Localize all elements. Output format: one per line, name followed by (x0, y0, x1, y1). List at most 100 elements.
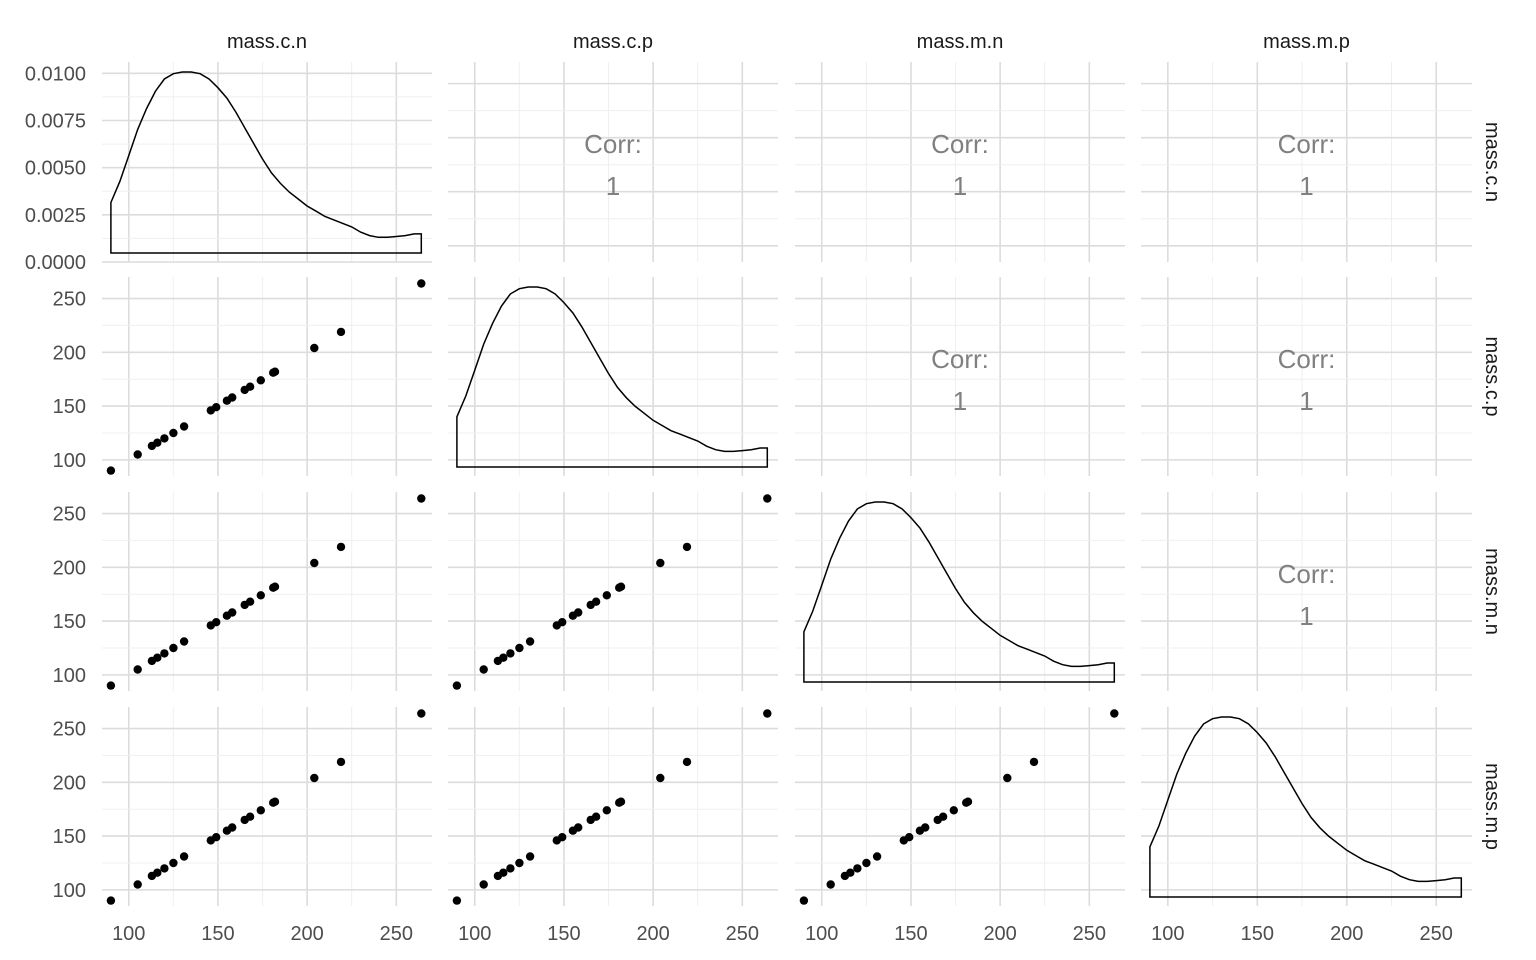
scatter-point-r3c2-1 (479, 665, 488, 674)
scatter-point-r2c1-17 (336, 327, 346, 337)
row-strip-label: mass.c.p (1481, 336, 1503, 416)
x-tick-label: 250 (726, 923, 759, 945)
x-tick-label: 150 (547, 923, 580, 945)
scatter-point-r4c3-15 (963, 797, 973, 806)
scatter-point-r3c1-1 (133, 665, 142, 674)
scatter-point-r4c1-10 (228, 823, 237, 832)
scatter-point-r3c2-6 (525, 637, 535, 646)
x-tick-label: 100 (805, 923, 838, 945)
scatter-point-r4c1-13 (256, 806, 265, 815)
scatter-point-r4c3-18 (1110, 709, 1119, 718)
scatter-point-r4c1-15 (270, 797, 280, 806)
corr-label-r1c3: Corr: (931, 129, 989, 159)
scatter-point-r3c2-13 (602, 591, 611, 600)
corr-value-r1c3: 1 (953, 171, 967, 201)
scatter-point-r2c1-12 (245, 382, 255, 391)
scatter-point-r3c2-8 (558, 618, 567, 627)
scatter-point-r4c2-13 (602, 806, 611, 815)
scatter-point-r2c1-0 (106, 466, 116, 475)
y-tick-label-density: 0.0100 (25, 63, 86, 85)
scatter-point-r3c1-4 (160, 649, 169, 658)
corr-value-r1c2: 1 (606, 171, 620, 201)
density-curve-mass.m.n (803, 501, 1116, 683)
scatter-point-r4c3-8 (905, 833, 914, 842)
scatter-point-r4c3-12 (938, 812, 948, 821)
x-tick-label: 200 (1330, 923, 1363, 945)
corr-label-r2c4: Corr: (1278, 344, 1336, 374)
column-strip-label: mass.c.p (573, 31, 653, 53)
scatter-point-r3c2-4 (506, 649, 515, 658)
scatter-point-r2c1-15 (270, 367, 280, 376)
scatter-point-r3c2-15 (616, 582, 626, 591)
scatter-point-r3c2-10 (574, 608, 583, 617)
scatter-point-r3c1-8 (212, 618, 221, 627)
x-tick-label: 200 (983, 923, 1016, 945)
scatter-point-r2c1-18 (417, 279, 426, 288)
scatter-point-r3c1-3 (153, 653, 162, 662)
scatter-point-r4c3-10 (921, 823, 930, 832)
scatter-point-r4c3-17 (1029, 757, 1039, 767)
scatter-point-r4c2-18 (763, 709, 772, 718)
corr-label-r3c4: Corr: (1278, 559, 1336, 589)
scatter-point-r4c3-0 (799, 896, 809, 905)
scatter-point-r3c2-12 (591, 597, 601, 606)
scatter-point-r4c3-1 (826, 880, 835, 889)
scatter-point-r4c1-17 (336, 757, 346, 767)
scatter-point-r4c2-16 (656, 773, 665, 783)
scatter-point-r4c1-3 (153, 868, 162, 877)
scatter-point-r3c2-18 (763, 494, 772, 503)
scatter-point-r4c2-12 (591, 812, 601, 821)
x-tick-label: 250 (1073, 923, 1106, 945)
scatter-point-r3c1-18 (417, 494, 426, 503)
scatter-point-r3c1-0 (106, 681, 116, 690)
scatter-point-r3c1-17 (336, 542, 346, 552)
row-strip-label: mass.m.p (1481, 763, 1503, 850)
scatter-point-r3c2-5 (515, 643, 524, 653)
scatter-point-r4c2-10 (574, 823, 583, 832)
y-tick-label-density: 0.0000 (25, 252, 86, 274)
row-strip-label: mass.c.n (1481, 122, 1503, 202)
scatter-point-r4c3-3 (846, 868, 855, 877)
x-tick-label: 150 (201, 923, 234, 945)
scatter-point-r4c2-0 (452, 896, 462, 905)
scatter-point-r2c1-8 (212, 403, 221, 412)
scatter-point-r4c1-18 (417, 709, 426, 718)
scatter-point-r3c1-12 (245, 597, 255, 606)
scatter-point-r3c1-10 (228, 608, 237, 617)
x-tick-label: 150 (1241, 923, 1274, 945)
column-strip-label: mass.m.n (917, 31, 1004, 53)
scatter-point-r3c2-0 (452, 681, 462, 690)
y-tick-label: 150 (53, 826, 86, 848)
scatter-point-r3c1-16 (310, 558, 319, 568)
scatter-point-r4c2-5 (515, 858, 524, 868)
scatter-point-r4c2-15 (616, 797, 626, 806)
y-tick-label: 100 (53, 450, 86, 472)
y-tick-label: 250 (53, 289, 86, 311)
y-tick-label: 150 (53, 396, 86, 418)
scatter-point-r4c2-3 (499, 868, 508, 877)
scatter-point-r2c1-4 (160, 434, 169, 443)
y-tick-label-density: 0.0050 (25, 158, 86, 180)
y-tick-label: 250 (53, 504, 86, 526)
scatter-point-r4c1-16 (310, 773, 319, 783)
scatter-point-r3c1-5 (169, 643, 178, 653)
scatter-point-r2c1-5 (169, 428, 178, 438)
scatter-point-r3c2-16 (656, 558, 665, 568)
scatter-point-r2c1-3 (153, 438, 162, 447)
y-tick-label: 100 (53, 880, 86, 902)
y-tick-label-density: 0.0075 (25, 110, 86, 132)
scatter-point-r4c2-17 (682, 757, 692, 767)
scatter-point-r3c2-17 (682, 542, 692, 552)
scatter-point-r2c1-13 (256, 376, 265, 385)
scatter-point-r2c1-6 (179, 422, 189, 431)
scatter-point-r3c1-6 (179, 637, 189, 646)
corr-label-r1c4: Corr: (1278, 129, 1336, 159)
y-tick-label: 200 (53, 772, 86, 794)
scatter-point-r3c1-15 (270, 582, 280, 591)
corr-value-r2c3: 1 (953, 386, 967, 416)
scatter-point-r4c1-0 (106, 896, 116, 905)
corr-value-r1c4: 1 (1299, 171, 1313, 201)
column-strip-label: mass.c.n (227, 31, 307, 53)
scatter-point-r4c2-4 (506, 864, 515, 873)
